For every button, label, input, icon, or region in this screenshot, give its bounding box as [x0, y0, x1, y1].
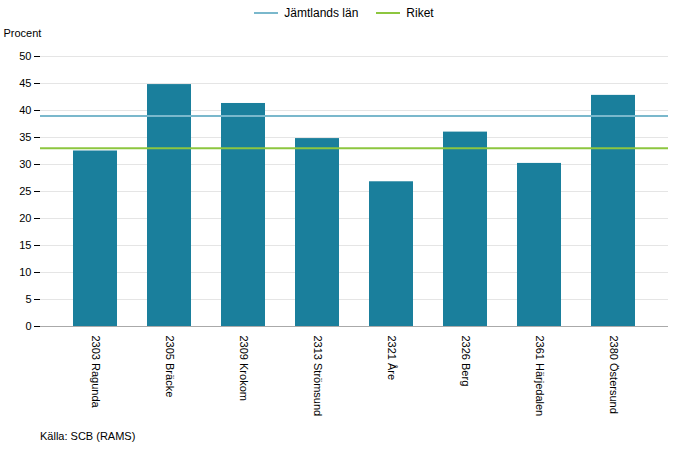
svg-text:5: 5 [25, 293, 31, 305]
svg-text:Procent: Procent [4, 27, 42, 39]
svg-text:40: 40 [19, 104, 31, 116]
html-text:Jämtlands län: Jämtlands län [284, 6, 359, 20]
svg-text:45: 45 [19, 77, 31, 89]
svg-text:2326 Berg: 2326 Berg [460, 336, 472, 387]
svg-text:2380 Östersund: 2380 Östersund [608, 336, 620, 414]
svg-text:20: 20 [19, 212, 31, 224]
svg-text:2309 Krokom: 2309 Krokom [238, 336, 250, 401]
svg-text:25: 25 [19, 185, 31, 197]
svg-text:15: 15 [19, 239, 31, 251]
svg-text:2321 Åre: 2321 Åre [386, 336, 398, 381]
svg-text:35: 35 [19, 131, 31, 143]
svg-text:30: 30 [19, 158, 31, 170]
svg-text:50: 50 [19, 50, 31, 62]
svg-text:2305 Bräcke: 2305 Bräcke [164, 336, 176, 398]
html-text:Källa: SCB (RAMS): Källa: SCB (RAMS) [40, 430, 136, 442]
svg-text:2361 Härjedalen: 2361 Härjedalen [534, 336, 546, 417]
svg-text:2313 Strömsund: 2313 Strömsund [312, 336, 324, 417]
svg-text:2303 Ragunda: 2303 Ragunda [90, 336, 102, 409]
svg-text:10: 10 [19, 266, 31, 278]
svg-text:0: 0 [25, 320, 31, 332]
html-text:Riket: Riket [406, 6, 434, 20]
